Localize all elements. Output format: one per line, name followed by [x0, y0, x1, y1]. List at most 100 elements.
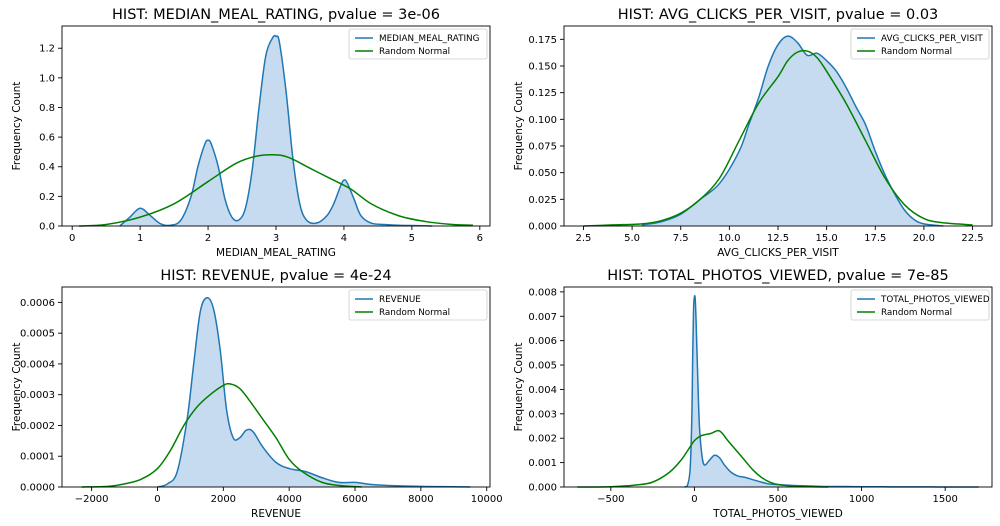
legend: AVG_CLICKS_PER_VISIT Random Normal	[850, 28, 990, 60]
x-tick-label: 6000	[342, 494, 367, 505]
random-normal-line	[81, 382, 362, 488]
y-tick-label: 0.004	[528, 385, 557, 396]
subplot-title: HIST: AVG_CLICKS_PER_VISIT, pvalue = 0.0…	[618, 7, 939, 23]
x-tick-label: 22.5	[961, 233, 983, 244]
y-axis-label: Frequency Count	[11, 82, 23, 171]
y-tick-label: 1.0	[39, 73, 55, 84]
y-tick-label: 0.000	[528, 483, 557, 494]
legend: TOTAL_PHOTOS_VIEWED Random Normal	[850, 289, 990, 321]
y-tick-label: 0.001	[528, 458, 557, 469]
y-axis-label: Frequency Count	[513, 343, 525, 432]
subplot-avg-clicks-per-visit: HIST: AVG_CLICKS_PER_VISIT, pvalue = 0.0…	[513, 7, 993, 259]
median-meal-rating-line	[119, 34, 433, 227]
y-tick-label: 0.0002	[20, 421, 55, 432]
x-tick-label: −500	[597, 494, 624, 505]
legend-box	[348, 28, 488, 60]
x-tick-label: 3	[273, 233, 279, 244]
y-tick-label: 0.8	[39, 103, 55, 114]
y-tick-label: 0.008	[528, 287, 557, 298]
subplot-median-meal-rating: HIST: MEDIAN_MEAL_RATING, pvalue = 3e-06…	[11, 7, 491, 259]
legend-box	[850, 289, 990, 321]
x-tick-label: 8000	[408, 494, 433, 505]
avg-clicks-per-visit-area	[641, 36, 944, 226]
x-tick-label: 1000	[849, 494, 874, 505]
revenue-area	[157, 297, 471, 487]
y-tick-label: 0.100	[528, 115, 557, 126]
revenue-line	[157, 296, 471, 488]
x-tick-label: 1500	[932, 494, 957, 505]
x-tick-label: 0	[69, 233, 75, 244]
y-tick-label: 0.175	[528, 35, 557, 46]
y-tick-label: 1.2	[39, 44, 55, 55]
x-tick-label: 0	[691, 494, 697, 505]
y-tick-label: 0.050	[528, 168, 557, 179]
x-tick-label: 10.0	[718, 233, 740, 244]
legend-box	[850, 28, 990, 60]
legend: REVENUE Random Normal	[348, 289, 488, 321]
x-tick-label: 20.0	[913, 233, 935, 244]
y-tick-label: 0.0003	[20, 390, 55, 401]
legend-entry: MEDIAN_MEAL_RATING	[379, 34, 480, 44]
y-tick-label: 0.000	[528, 222, 557, 233]
y-tick-label: 0.0006	[20, 298, 55, 309]
y-tick-label: 0.125	[528, 88, 557, 99]
y-axis-label: Frequency Count	[11, 343, 23, 432]
x-tick-label: 7.5	[673, 233, 689, 244]
x-tick-label: 500	[768, 494, 787, 505]
y-tick-label: 0.003	[528, 409, 557, 420]
y-tick-label: 0.2	[39, 192, 55, 203]
legend: MEDIAN_MEAL_RATING Random Normal	[348, 28, 488, 60]
x-tick-label: 10000	[471, 494, 503, 505]
random-normal-line	[583, 49, 973, 227]
x-tick-label: 12.5	[767, 233, 789, 244]
x-tick-label: −2000	[75, 494, 109, 505]
y-tick-label: 0.006	[528, 336, 557, 347]
x-tick-label: 17.5	[864, 233, 886, 244]
y-tick-label: 0.0000	[20, 483, 55, 494]
y-tick-label: 0.007	[528, 312, 557, 323]
x-tick-label: 0	[154, 494, 160, 505]
y-tick-label: 0.005	[528, 361, 557, 372]
subplot-title: HIST: REVENUE, pvalue = 4e-24	[160, 268, 391, 284]
x-tick-label: 15.0	[816, 233, 838, 244]
legend-entry: REVENUE	[379, 295, 421, 305]
random-normal-line	[577, 429, 829, 488]
median-meal-rating-area	[119, 35, 433, 226]
x-tick-label: 6	[477, 233, 483, 244]
x-tick-label: 2000	[211, 494, 236, 505]
y-tick-label: 0.0005	[20, 329, 55, 340]
subplot-title: HIST: TOTAL_PHOTOS_VIEWED, pvalue = 7e-8…	[607, 268, 948, 284]
legend-entry: Random Normal	[379, 308, 450, 318]
y-tick-label: 0.002	[528, 434, 557, 445]
legend-entry: Random Normal	[379, 47, 450, 57]
legend-entry: Random Normal	[881, 47, 952, 57]
x-tick-label: 5.0	[624, 233, 640, 244]
y-tick-label: 0.0	[39, 222, 55, 233]
x-axis-label: MEDIAN_MEAL_RATING	[216, 247, 336, 259]
y-tick-label: 0.0001	[20, 452, 55, 463]
x-tick-label: 4000	[276, 494, 301, 505]
total-photos-viewed-area	[684, 295, 979, 487]
y-tick-label: 0.025	[528, 195, 557, 206]
y-tick-label: 0.0004	[20, 359, 55, 370]
random-normal-line	[78, 154, 474, 227]
y-tick-label: 0.4	[39, 162, 55, 173]
x-axis-label: AVG_CLICKS_PER_VISIT	[717, 247, 839, 259]
subplot-total-photos-viewed: HIST: TOTAL_PHOTOS_VIEWED, pvalue = 7e-8…	[513, 268, 993, 520]
x-axis-label: REVENUE	[251, 508, 301, 520]
x-tick-label: 2.5	[576, 233, 592, 244]
legend-entry: Random Normal	[881, 308, 952, 318]
y-axis-label: Frequency Count	[513, 82, 525, 171]
subplot-revenue: HIST: REVENUE, pvalue = 4e-24 REVENUE Fr…	[11, 268, 503, 520]
x-axis-label: TOTAL_PHOTOS_VIEWED	[712, 508, 843, 520]
legend-entry: TOTAL_PHOTOS_VIEWED	[880, 295, 990, 305]
subplot-title: HIST: MEDIAN_MEAL_RATING, pvalue = 3e-06	[112, 7, 440, 23]
x-tick-label: 2	[205, 233, 211, 244]
y-tick-label: 0.150	[528, 62, 557, 73]
x-tick-label: 4	[341, 233, 347, 244]
y-tick-label: 0.6	[39, 133, 55, 144]
x-tick-label: 1	[137, 233, 143, 244]
x-tick-label: 5	[409, 233, 415, 244]
axes-frame	[61, 286, 491, 488]
